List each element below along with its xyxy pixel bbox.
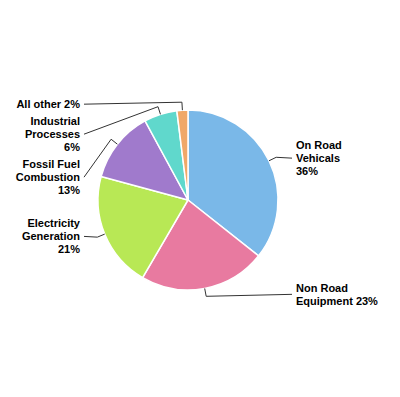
slice-label-line: Vehicals (296, 152, 340, 164)
slice-label-line: 13% (58, 184, 80, 196)
pie (98, 110, 278, 290)
slice-label-line: Industrial (30, 115, 80, 127)
slice-label-line: 36% (296, 165, 318, 177)
slice-label-line: Fossil Fuel (23, 158, 80, 170)
slice-label: ElectricityGeneration21% (22, 217, 81, 255)
slice-label: Non RoadEquipment 23% (296, 282, 378, 307)
slice-label-line: All other 2% (16, 98, 80, 110)
slice-label-line: 21% (58, 243, 80, 255)
pie-slice (177, 110, 188, 200)
slice-label: On RoadVehicals36% (296, 139, 342, 177)
labels: On RoadVehicals36%Non RoadEquipment 23%E… (16, 98, 378, 307)
slice-label-line: Combustion (16, 171, 80, 183)
slice-label-line: Electricity (27, 217, 80, 229)
slice-label: All other 2% (16, 98, 80, 110)
slice-label-line: Equipment 23% (296, 295, 378, 307)
pie-slice (145, 111, 188, 200)
slice-label-line: Processes (25, 128, 80, 140)
slice-label-line: Non Road (296, 282, 348, 294)
slice-label-line: On Road (296, 139, 342, 151)
slice-label-line: 6% (64, 141, 80, 153)
leader-line (84, 107, 160, 134)
leader-line (269, 157, 292, 160)
chart: On RoadVehicals36%Non RoadEquipment 23%E… (0, 0, 400, 397)
slice-label: IndustrialProcesses6% (25, 115, 80, 153)
slice-label-line: Generation (22, 230, 80, 242)
leader-line (205, 288, 292, 296)
leader-line (84, 139, 117, 177)
leader-line (84, 234, 105, 237)
slice-label: Fossil FuelCombustion13% (16, 158, 80, 196)
leader-line (84, 102, 182, 110)
